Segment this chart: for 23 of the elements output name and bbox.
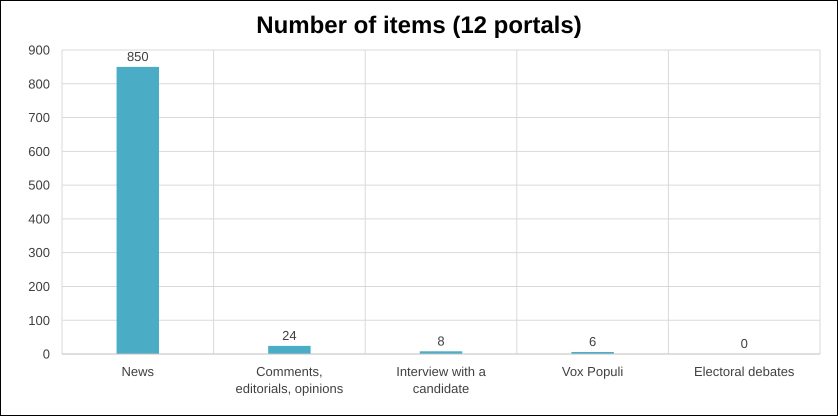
y-tick-label: 900	[28, 42, 50, 58]
x-tick-label: Electoral debates	[694, 364, 795, 379]
y-tick-label: 600	[28, 144, 50, 159]
y-tick-label: 0	[42, 346, 50, 362]
y-tick-label: 300	[28, 245, 50, 260]
x-tick-label: Interview with a candidate	[396, 364, 487, 396]
bar	[268, 346, 311, 354]
chart-title: Number of items (12 portals)	[256, 12, 582, 39]
y-tick-label: 200	[28, 278, 50, 294]
y-tick-label: 100	[28, 312, 50, 328]
data-label: 0	[740, 336, 748, 351]
x-tick-label: Vox Populi	[562, 364, 624, 379]
x-tick-label: News	[122, 364, 155, 379]
data-label: 6	[588, 334, 596, 349]
bar	[116, 66, 160, 354]
y-tick-label: 400	[28, 211, 50, 226]
y-tick-label: 700	[28, 110, 50, 126]
data-label: 24	[282, 328, 297, 343]
x-tick-label: Comments, editorials, opinions	[236, 364, 344, 396]
y-tick-label: 500	[28, 178, 50, 193]
data-label: 850	[126, 48, 149, 64]
data-label: 8	[437, 333, 445, 348]
y-tick-label: 800	[28, 76, 50, 92]
